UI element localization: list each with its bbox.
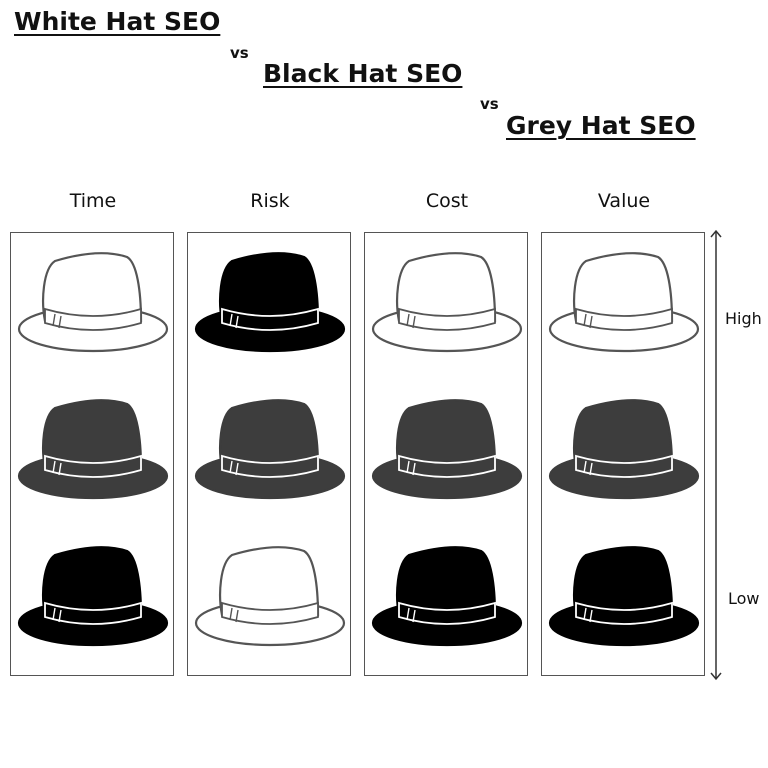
panel-risk [187,232,351,676]
black-hat-icon [369,545,525,653]
black-hat-icon [546,545,702,653]
double-arrow-icon [710,229,722,681]
black-hat-icon [192,251,348,359]
black-hat-seo-title: Black Hat SEO [263,59,463,88]
panel-cost [364,232,528,676]
panel-value [541,232,705,676]
grey-hat-icon [369,398,525,506]
black-hat-icon [15,545,171,653]
column-header-time: Time [69,190,117,212]
scale-high-label: High [725,309,762,328]
white-hat-icon [192,545,348,653]
scale-low-label: Low [728,589,760,608]
column-header-value: Value [597,190,651,212]
grey-hat-icon [15,398,171,506]
panel-time [10,232,174,676]
white-hat-icon [369,251,525,359]
grey-hat-icon [192,398,348,506]
column-header-risk: Risk [250,190,290,212]
white-hat-icon [546,251,702,359]
vs-label-2: vs [480,95,499,113]
white-hat-seo-title: White Hat SEO [14,7,221,36]
grey-hat-icon [546,398,702,506]
grey-hat-seo-title: Grey Hat SEO [506,111,696,140]
vs-label-1: vs [230,44,249,62]
column-header-cost: Cost [425,190,469,212]
white-hat-icon [15,251,171,359]
